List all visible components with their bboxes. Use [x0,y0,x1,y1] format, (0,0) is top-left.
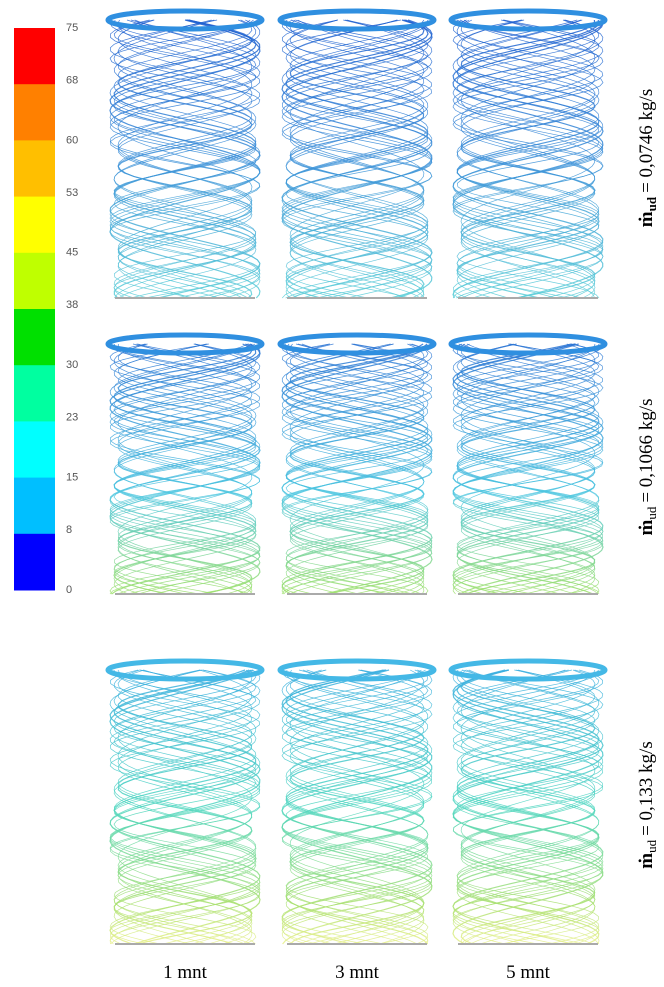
streamline [110,670,260,944]
mass-flow-symbol: ṁ [636,853,657,869]
colorbar-label: 53 [66,187,78,199]
streamline-panel [451,335,605,594]
streamline-panel [451,11,605,298]
inlet-ring [451,661,605,679]
inlet-ring [108,335,262,353]
colorbar-label: 0 [66,584,72,596]
mass-flow-value: = 0,133 kg/s [636,741,657,836]
colorbar-label: 60 [66,134,78,146]
streamline-panel [280,661,434,944]
streamline [110,670,260,944]
mass-flow-subscript: ud [644,506,659,520]
colorbar-label: 68 [66,74,78,86]
color-band [14,253,55,310]
streamline-panel [108,335,262,594]
mass-flow-subscript: ud [644,196,659,211]
color-band [14,365,55,422]
colorbar-label: 30 [66,359,78,371]
streamline [110,670,260,944]
inlet-ring [280,11,434,29]
figure: 756860534538302315801 mnt3 mnt5 mntṁud= … [0,0,664,987]
streamline-panel [451,661,605,944]
colorbar-label: 23 [66,412,78,424]
row-label: ṁud = 0,1066 kg/s [636,399,659,536]
colorbar-label: 15 [66,472,78,484]
column-label: 3 mnt [335,962,380,983]
mass-flow-subscript: ud [644,839,659,853]
colorbar-label: 75 [66,22,78,34]
row-label: ṁud = 0,133 kg/s [636,741,659,868]
color-band [14,84,55,141]
colorbar-label: 38 [66,299,78,311]
column-label: 1 mnt [163,962,208,983]
mass-flow-symbol: ṁ [636,211,657,227]
streamline [110,670,260,944]
color-band [14,140,55,197]
streamline [110,344,260,594]
inlet-ring [280,335,434,353]
streamline-panel [108,661,262,944]
color-band [14,309,55,366]
color-band [14,421,55,478]
row-label: ṁud = 0,0746 kg/s [636,89,659,227]
colorbar-label: 45 [66,247,78,259]
streamline [110,670,260,944]
mass-flow-value: = 0,0746 kg/s [636,89,657,193]
mass-flow-value: = 0,1066 kg/s [636,399,657,503]
inlet-ring [108,661,262,679]
streamline [110,670,260,944]
streamline [110,670,260,944]
color-band [14,197,55,254]
color-band [14,28,55,85]
streamline-panel [280,11,434,298]
mass-flow-symbol: ṁ [636,519,657,535]
streamline-panel [280,335,434,594]
inlet-ring [451,335,605,353]
streamline-panel [108,11,262,298]
color-band [14,534,55,591]
column-label: 5 mnt [506,962,551,983]
colorbar-label: 8 [66,524,72,536]
color-band [14,478,55,535]
